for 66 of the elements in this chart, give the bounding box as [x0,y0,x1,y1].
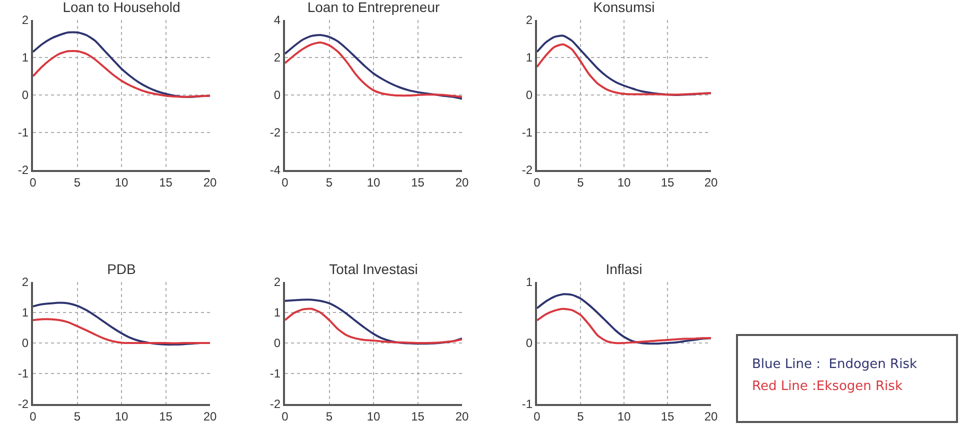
y-tick-label: 4 [274,13,281,28]
y-tick-label: -1 [18,126,29,140]
y-tick-label: 0 [274,88,281,102]
y-tick-label: 0 [22,88,29,102]
chart-title: Loan to Household [62,0,180,15]
x-tick-label: 10 [366,175,380,190]
y-tick-label: -1 [522,397,533,412]
y-tick-label: -2 [18,397,29,412]
line-series [537,308,711,344]
y-tick-label: -1 [522,126,533,140]
x-tick-label: 15 [411,175,425,190]
chart-title: Loan to Entrepreneur [307,0,440,15]
x-tick-label: 5 [74,175,81,190]
y-tick-label: -2 [270,126,281,140]
x-tick-label: 5 [577,409,584,424]
y-tick-label: 0 [526,88,533,102]
x-tick-label: 20 [704,409,718,424]
y-tick-label: 1 [274,306,281,320]
x-tick-label: 10 [617,409,631,424]
x-tick-label: 15 [159,175,173,190]
chart-title: Konsumsi [593,0,655,15]
y-tick-label: -1 [18,366,29,381]
line-series [285,308,462,344]
line-series [33,50,210,98]
y-tick-label: -2 [18,163,29,178]
y-tick-label: 1 [22,50,29,65]
x-tick-label: 20 [203,409,217,424]
chart-title: PDB [107,261,136,277]
y-tick-label: 2 [274,50,281,65]
x-tick-label: 15 [660,175,674,190]
y-tick-label: 0 [274,336,281,350]
y-tick-label: -1 [270,366,281,381]
text: Red Line :Eksogen Risk [752,378,904,396]
y-tick-label: 0 [526,336,533,350]
x-tick-label: 5 [326,175,333,190]
y-tick-label: -4 [270,163,281,178]
x-tick-label: 5 [577,175,584,190]
x-tick-label: 20 [704,175,718,190]
x-tick-label: 20 [455,409,469,424]
y-tick-label: 1 [22,306,29,320]
x-tick-label: 10 [114,409,128,424]
x-tick-label: 20 [203,175,217,190]
x-tick-label: 15 [660,409,674,424]
x-tick-label: 10 [114,175,128,190]
y-tick-label: 2 [274,275,281,290]
line-series [537,293,711,345]
chart-title: Inflasi [606,261,642,277]
text: Blue Line : Endogen Risk [752,356,918,374]
x-tick-label: 10 [366,409,380,424]
y-tick-label: -2 [270,397,281,412]
y-tick-label: 2 [22,275,29,290]
y-tick-label: 2 [526,13,533,28]
x-tick-label: 10 [617,175,631,190]
x-tick-label: 5 [74,409,81,424]
y-tick-label: 1 [526,50,533,65]
y-tick-label: -2 [522,163,533,178]
x-tick-label: 15 [159,409,173,424]
y-tick-label: 0 [22,336,29,350]
chart-title: Total Investasi [329,261,418,277]
y-tick-label: 2 [22,13,29,28]
x-tick-label: 15 [411,409,425,424]
x-tick-label: 20 [455,175,469,190]
line-series [285,298,462,345]
x-tick-label: 5 [326,409,333,424]
y-tick-label: 1 [526,275,533,290]
line-series [33,318,210,344]
